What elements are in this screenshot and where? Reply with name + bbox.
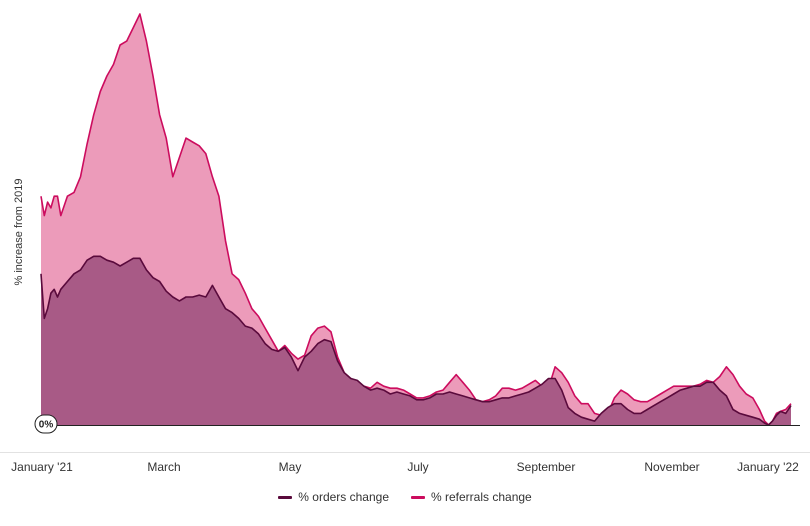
legend-item-referrals[interactable]: % referrals change [411, 490, 532, 504]
zero-marker: 0% [34, 414, 58, 434]
legend: % orders change % referrals change [0, 490, 810, 504]
zero-marker-label: 0% [39, 420, 54, 431]
x-tick-label: January '21 [11, 460, 73, 474]
x-axis-ticks: January '21 March May July September November… [11, 460, 799, 474]
x-tick-label: July [407, 460, 428, 474]
x-tick-label: March [147, 460, 180, 474]
series-line-1 [40, 13, 792, 426]
legend-swatch-referrals [411, 495, 425, 499]
x-tick-label: January '22 [737, 460, 799, 474]
x-tick-label: May [279, 460, 302, 474]
x-tick-label: September [517, 460, 576, 474]
legend-label-referrals: % referrals change [431, 490, 532, 504]
area-layer [40, 13, 792, 426]
zero-marker-box [34, 414, 58, 434]
legend-swatch-orders [278, 495, 293, 499]
y-axis-title: % increase from 2019 [13, 179, 25, 286]
series-line-0 [40, 255, 792, 426]
x-tick-label: November [644, 460, 699, 474]
legend-label-orders: % orders change [298, 490, 389, 504]
legend-item-orders[interactable]: % orders change [278, 490, 389, 504]
series-area-0 [41, 256, 791, 425]
